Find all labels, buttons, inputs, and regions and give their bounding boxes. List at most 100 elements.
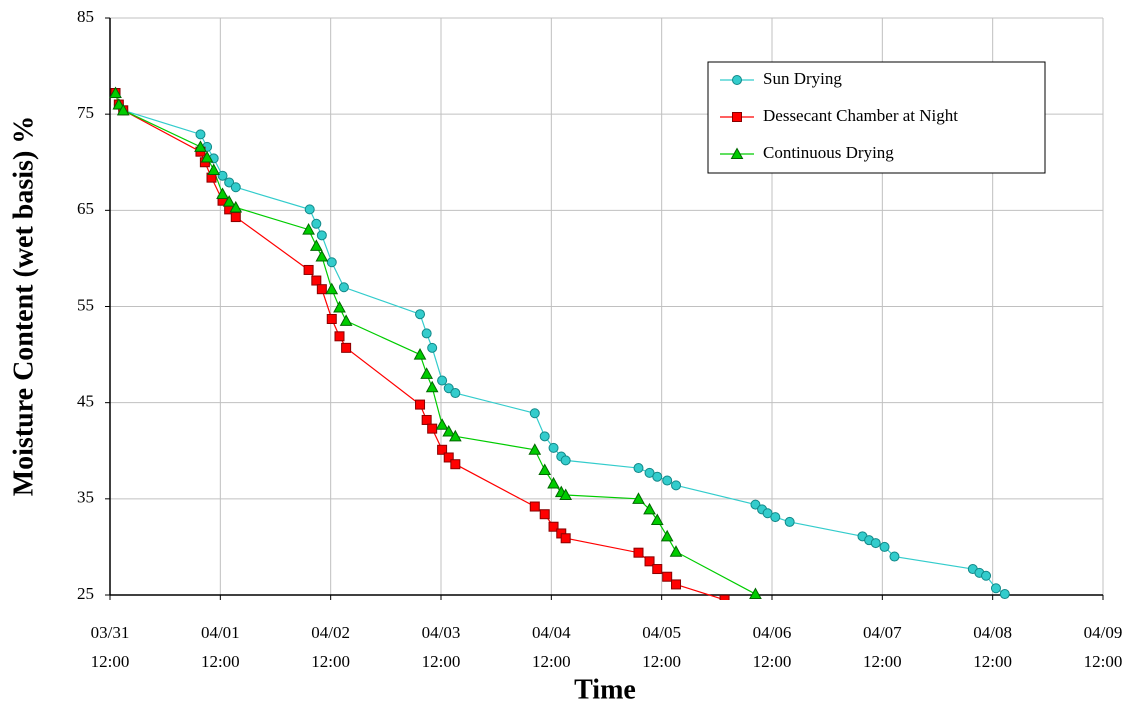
marker	[650, 513, 664, 525]
marker	[538, 463, 552, 475]
marker	[749, 587, 762, 600]
x-tick-label: 03/31 12:00	[91, 623, 130, 671]
x-axis-title: Time	[574, 674, 636, 705]
marker	[879, 541, 890, 552]
marker	[316, 284, 327, 295]
marker	[560, 533, 571, 544]
marker	[339, 314, 353, 326]
marker	[421, 414, 432, 425]
x-tick-label: 04/03 12:00	[422, 623, 461, 671]
marker	[548, 442, 559, 453]
marker	[547, 476, 560, 489]
x-tick-label: 04/06 12:00	[753, 623, 792, 671]
marker	[770, 512, 781, 523]
marker	[889, 551, 900, 562]
marker	[732, 112, 742, 122]
x-tick-label: 04/01 12:00	[201, 623, 240, 671]
marker	[316, 230, 327, 241]
plot-area	[109, 86, 1010, 600]
marker	[450, 388, 461, 399]
marker	[539, 509, 550, 520]
x-tick-label: 04/08 12:00	[973, 623, 1012, 671]
legend-label: Continuous Drying	[763, 143, 894, 162]
marker	[437, 375, 448, 386]
marker	[719, 594, 730, 600]
marker	[222, 195, 236, 207]
marker	[633, 463, 644, 474]
marker	[644, 467, 655, 478]
marker	[750, 499, 761, 510]
marker	[644, 556, 655, 567]
marker	[632, 492, 645, 504]
y-axis-title: Moisture Content (wet basis) %	[8, 116, 39, 497]
marker	[560, 455, 571, 466]
marker	[528, 443, 542, 455]
y-tick-label: 85	[77, 7, 94, 26]
legend-label: Dessecant Chamber at Night	[763, 106, 958, 125]
marker	[224, 177, 235, 188]
marker	[333, 300, 346, 313]
marker	[981, 570, 992, 581]
marker	[999, 589, 1010, 600]
marker	[338, 282, 349, 293]
marker	[311, 275, 322, 286]
axes: 25 35 45 55 65 75 85 03/31 12:00 04/01 12:00 04/02 1…	[77, 7, 1122, 671]
marker	[730, 147, 744, 159]
legend-label: Sun Drying	[763, 69, 842, 88]
marker	[425, 380, 439, 393]
marker	[633, 547, 644, 558]
marker	[334, 331, 345, 342]
marker	[200, 150, 214, 163]
legend-box	[707, 61, 1046, 174]
marker	[303, 264, 314, 275]
marker	[420, 367, 434, 379]
marker	[662, 571, 673, 582]
marker	[660, 529, 674, 542]
marker	[229, 200, 243, 213]
legend: Sun Drying Dessecant Chamber at Night Cont…	[707, 61, 1046, 174]
marker	[437, 444, 448, 455]
marker	[990, 583, 1001, 594]
marker	[448, 429, 462, 442]
marker	[539, 431, 550, 442]
marker	[315, 249, 329, 262]
marker	[529, 501, 540, 512]
marker	[662, 475, 673, 486]
marker	[326, 314, 337, 325]
marker	[435, 418, 449, 430]
x-tick-label: 04/09 12:00	[1084, 623, 1123, 671]
marker	[784, 516, 795, 527]
marker	[643, 502, 656, 515]
marker	[652, 471, 663, 482]
marker	[309, 239, 323, 251]
marker	[116, 103, 130, 116]
marker	[762, 508, 773, 519]
marker	[652, 564, 663, 575]
marker	[216, 187, 229, 199]
marker	[442, 424, 456, 437]
x-tick-label: 04/02 12:00	[311, 623, 350, 671]
y-tick-label: 75	[77, 103, 94, 122]
marker	[427, 423, 438, 434]
marker	[112, 98, 126, 110]
y-tick-label: 45	[77, 392, 94, 411]
marker	[443, 452, 454, 463]
x-tick-label: 04/05 12:00	[642, 623, 681, 671]
marker	[671, 480, 682, 491]
marker	[870, 538, 881, 549]
marker	[195, 129, 206, 140]
marker	[109, 86, 122, 99]
marker	[326, 257, 337, 268]
y-tick-label: 65	[77, 199, 94, 218]
marker	[443, 383, 454, 394]
marker	[548, 521, 559, 532]
marker	[311, 218, 322, 229]
y-tick-label: 55	[77, 295, 94, 314]
marker	[671, 579, 682, 590]
marker	[341, 342, 352, 353]
marker	[413, 348, 427, 360]
marker	[304, 204, 315, 215]
marker	[217, 170, 228, 181]
x-tick-label: 04/04 12:00	[532, 623, 571, 671]
